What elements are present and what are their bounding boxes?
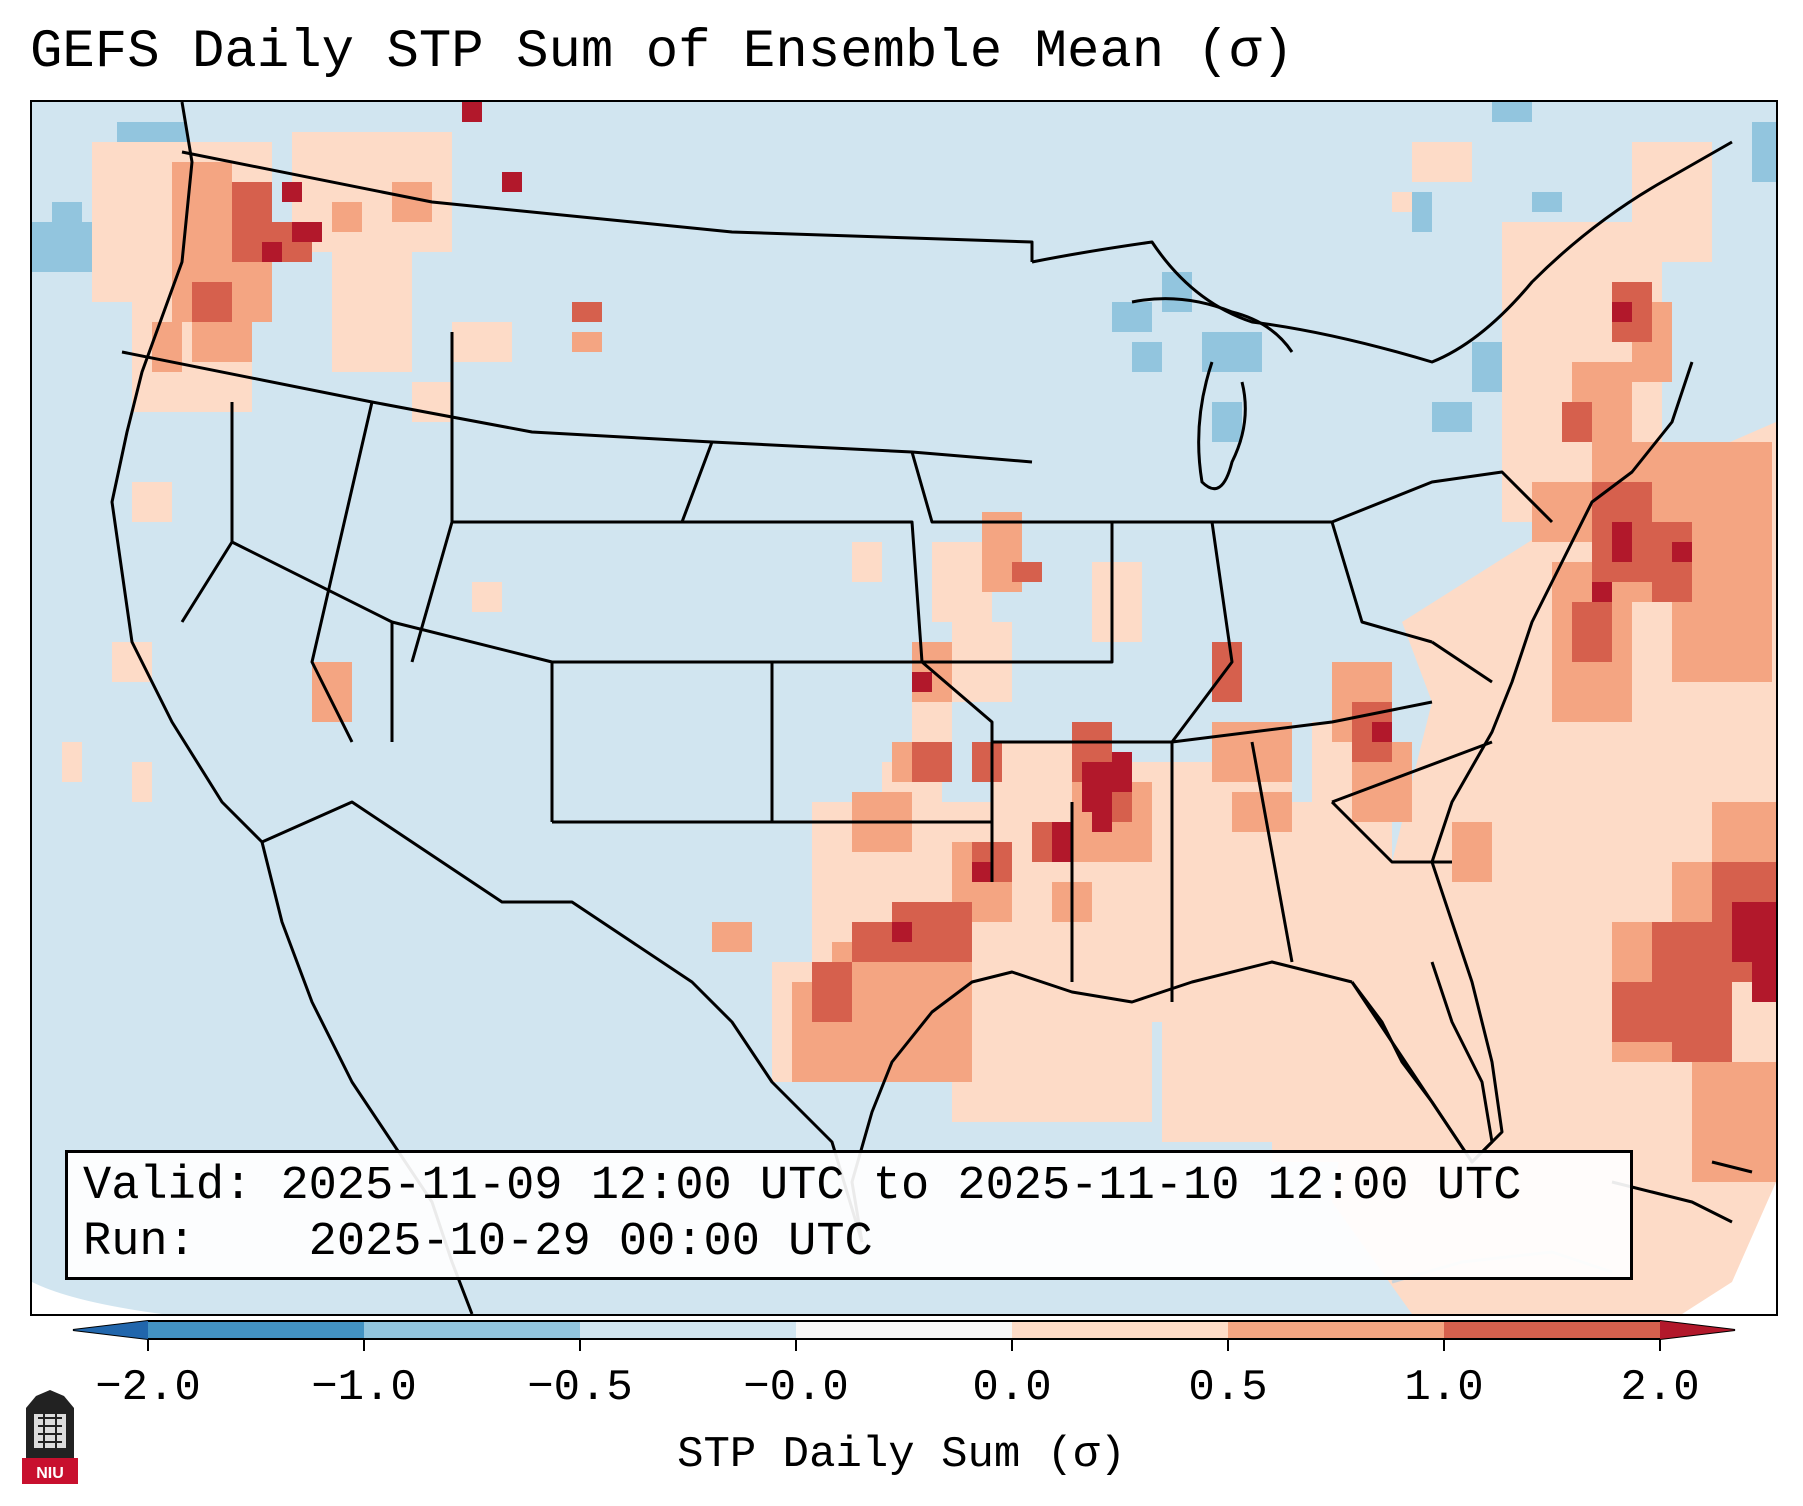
colorbar-under-extension xyxy=(73,1321,148,1339)
colorbar-tick-label: −2.0 xyxy=(95,1363,201,1413)
colorbar-bin xyxy=(796,1321,1013,1339)
colorbar-bin xyxy=(580,1321,797,1339)
colorbar-label: STP Daily Sum (σ) xyxy=(677,1430,1126,1480)
logo-band xyxy=(22,1458,78,1484)
valid-row: Valid: 2025-11-09 12:00 UTC to 2025-11-1… xyxy=(83,1159,1615,1215)
colorbar-tick-label: 2.0 xyxy=(1620,1363,1700,1413)
map-panel xyxy=(30,100,1778,1316)
logo-grid xyxy=(38,1414,62,1448)
run-label: Run: xyxy=(83,1216,196,1269)
colorbar-bins xyxy=(72,1320,1736,1340)
run-value: 2025-10-29 00:00 UTC xyxy=(308,1216,873,1269)
run-row: Run: 2025-10-29 00:00 UTC xyxy=(83,1215,1615,1271)
valid-value: 2025-11-09 12:00 UTC to 2025-11-10 12:00… xyxy=(280,1160,1522,1213)
colorbar-tick-label: 0.5 xyxy=(1188,1363,1268,1413)
map-title: GEFS Daily STP Sum of Ensemble Mean (σ) xyxy=(30,22,1294,83)
colorbar-outline xyxy=(72,1320,1736,1340)
colorbar-tick-label: −1.0 xyxy=(311,1363,417,1413)
valid-label: Valid: xyxy=(83,1160,253,1213)
colorbar-tick-label: −0.0 xyxy=(743,1363,849,1413)
colorbar-tick-label: 0.0 xyxy=(972,1363,1052,1413)
colorbar-bin xyxy=(364,1321,581,1339)
niu-logo: NIU xyxy=(22,1390,78,1484)
colorbar-over-extension xyxy=(1660,1321,1735,1339)
colorbar-bin xyxy=(1444,1321,1661,1339)
validity-info-box: Valid: 2025-11-09 12:00 UTC to 2025-11-1… xyxy=(65,1150,1633,1280)
colorbar-ticks xyxy=(147,1339,1661,1351)
colorbar-tick-label: −0.5 xyxy=(527,1363,633,1413)
colorbar-bin xyxy=(148,1321,365,1339)
colorbar-bin xyxy=(1228,1321,1445,1339)
logo-text: NIU xyxy=(36,1465,64,1482)
colorbar-bin xyxy=(1012,1321,1229,1339)
stp-map xyxy=(32,102,1776,1314)
extreme-positive-cells xyxy=(262,102,1776,1002)
colorbar-tick-label: 1.0 xyxy=(1404,1363,1484,1413)
